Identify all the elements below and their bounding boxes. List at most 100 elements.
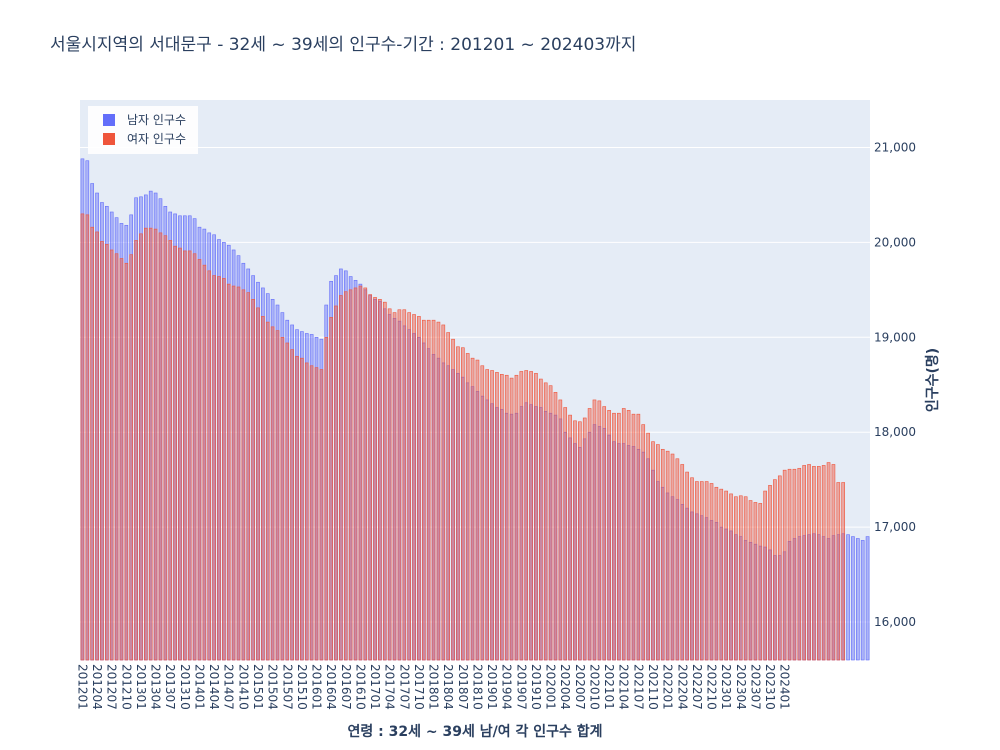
female-bar[interactable]: [417, 316, 421, 661]
female-bar[interactable]: [397, 309, 402, 661]
female-bar[interactable]: [826, 462, 831, 661]
female-bar[interactable]: [831, 464, 836, 661]
female-bar[interactable]: [124, 262, 129, 661]
female-bar[interactable]: [729, 493, 733, 661]
female-bar[interactable]: [734, 496, 738, 661]
female-bar[interactable]: [626, 410, 631, 661]
female-bar[interactable]: [246, 292, 251, 661]
female-bar[interactable]: [816, 466, 821, 661]
female-bar[interactable]: [441, 324, 446, 661]
female-bar[interactable]: [563, 407, 568, 661]
female-bar[interactable]: [670, 453, 675, 661]
female-bar[interactable]: [241, 289, 246, 661]
female-bar[interactable]: [460, 347, 465, 661]
female-bar[interactable]: [373, 297, 377, 661]
female-bar[interactable]: [758, 503, 763, 661]
female-bar[interactable]: [773, 479, 777, 661]
female-bar[interactable]: [821, 465, 826, 661]
female-bar[interactable]: [187, 250, 192, 661]
female-bar[interactable]: [100, 241, 104, 661]
female-bar[interactable]: [699, 481, 704, 661]
female-bar[interactable]: [90, 226, 95, 661]
female-bar[interactable]: [314, 367, 319, 661]
female-bar[interactable]: [807, 464, 811, 661]
female-bar[interactable]: [85, 214, 90, 661]
female-bar[interactable]: [602, 406, 607, 661]
female-bar[interactable]: [275, 330, 280, 661]
female-bar[interactable]: [421, 319, 426, 661]
female-bar[interactable]: [178, 247, 182, 661]
female-bar[interactable]: [548, 385, 553, 661]
male-bar[interactable]: [846, 534, 850, 661]
female-bar[interactable]: [763, 490, 767, 661]
female-bar[interactable]: [339, 295, 343, 661]
female-bar[interactable]: [665, 450, 670, 661]
female-bar[interactable]: [685, 471, 689, 661]
male-bar[interactable]: [851, 536, 855, 661]
female-bar[interactable]: [222, 278, 226, 661]
female-bar[interactable]: [841, 482, 845, 661]
female-bar[interactable]: [192, 253, 197, 661]
female-bar[interactable]: [109, 249, 114, 661]
female-bar[interactable]: [226, 283, 231, 661]
female-bar[interactable]: [105, 243, 109, 661]
female-bar[interactable]: [158, 232, 163, 661]
female-bar[interactable]: [539, 378, 543, 661]
female-bar[interactable]: [738, 495, 743, 661]
male-bar[interactable]: [855, 538, 860, 661]
female-bar[interactable]: [324, 336, 329, 661]
female-bar[interactable]: [285, 342, 290, 661]
female-bar[interactable]: [368, 294, 372, 661]
female-bar[interactable]: [402, 309, 407, 661]
female-bar[interactable]: [392, 312, 397, 661]
female-bar[interactable]: [251, 299, 255, 661]
female-bar[interactable]: [465, 353, 470, 661]
female-bar[interactable]: [144, 227, 148, 661]
male-bar[interactable]: [860, 540, 865, 661]
female-bar[interactable]: [139, 233, 143, 661]
female-bar[interactable]: [261, 316, 265, 661]
female-bar[interactable]: [407, 312, 411, 661]
female-bar[interactable]: [656, 444, 660, 661]
female-bar[interactable]: [197, 259, 202, 661]
female-bar[interactable]: [500, 374, 504, 661]
female-bar[interactable]: [217, 276, 221, 661]
female-bar[interactable]: [768, 485, 772, 661]
female-bar[interactable]: [490, 370, 494, 661]
female-bar[interactable]: [543, 382, 548, 661]
female-bar[interactable]: [621, 408, 626, 661]
female-bar[interactable]: [836, 482, 841, 661]
female-bar[interactable]: [114, 253, 119, 661]
female-bar[interactable]: [412, 314, 416, 661]
female-bar[interactable]: [777, 475, 782, 661]
female-bar[interactable]: [119, 258, 124, 661]
female-bar[interactable]: [743, 496, 748, 661]
female-bar[interactable]: [451, 338, 455, 661]
female-bar[interactable]: [675, 458, 680, 661]
female-bar[interactable]: [787, 468, 792, 661]
female-bar[interactable]: [95, 231, 99, 661]
female-bar[interactable]: [495, 372, 499, 661]
female-bar[interactable]: [695, 481, 699, 661]
female-bar[interactable]: [231, 285, 236, 661]
female-bar[interactable]: [651, 441, 655, 661]
female-bar[interactable]: [382, 301, 387, 661]
female-bar[interactable]: [431, 319, 436, 661]
female-bar[interactable]: [636, 413, 641, 661]
female-bar[interactable]: [183, 250, 187, 661]
female-bar[interactable]: [753, 502, 758, 661]
female-bar[interactable]: [709, 483, 714, 661]
female-bar[interactable]: [270, 326, 275, 661]
female-bar[interactable]: [265, 321, 270, 661]
female-bar[interactable]: [792, 468, 797, 661]
female-bar[interactable]: [163, 235, 168, 661]
female-bar[interactable]: [348, 289, 353, 661]
female-bar[interactable]: [300, 357, 304, 661]
legend[interactable]: 남자 인구수 여자 인구수: [88, 106, 198, 154]
female-bar[interactable]: [129, 254, 134, 661]
female-bar[interactable]: [782, 469, 787, 661]
female-bar[interactable]: [714, 486, 719, 661]
female-bar[interactable]: [587, 408, 592, 661]
female-bar[interactable]: [153, 228, 158, 661]
female-bar[interactable]: [509, 377, 514, 661]
